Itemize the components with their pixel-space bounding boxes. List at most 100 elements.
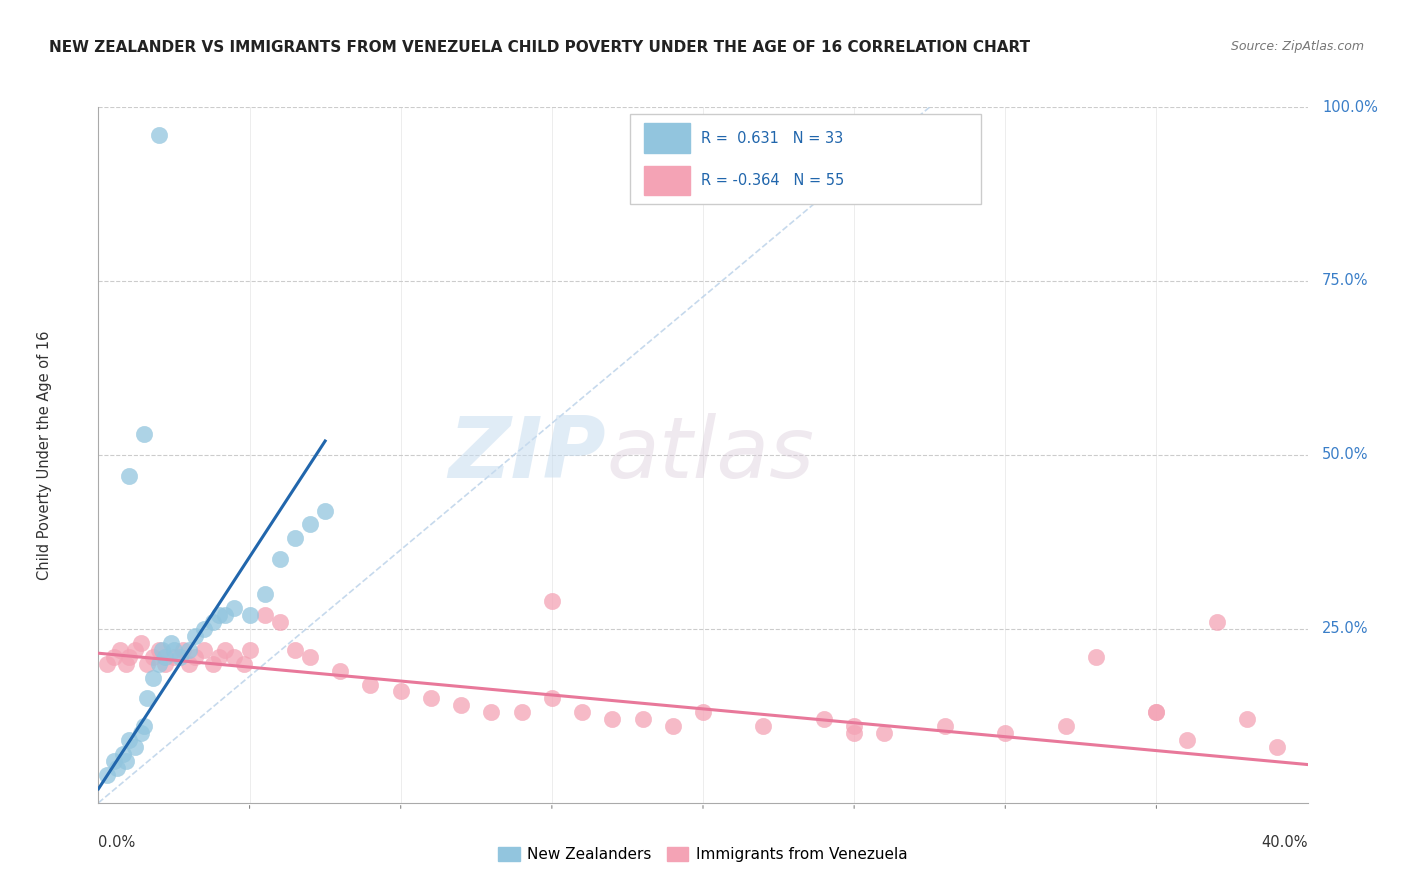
Point xyxy=(214,607,236,622)
Point xyxy=(1144,706,1167,720)
Point xyxy=(148,128,170,142)
Point xyxy=(253,587,276,601)
Point xyxy=(994,726,1017,740)
Point xyxy=(129,726,152,740)
Point xyxy=(118,733,141,747)
Point xyxy=(1054,719,1077,733)
Point xyxy=(481,706,503,720)
Point xyxy=(208,649,231,664)
Point xyxy=(150,642,173,657)
Text: 50.0%: 50.0% xyxy=(1322,448,1368,462)
Point xyxy=(184,649,207,664)
Point xyxy=(108,642,131,657)
Point xyxy=(160,636,183,650)
Point xyxy=(103,754,125,768)
Text: 25.0%: 25.0% xyxy=(1322,622,1368,636)
Point xyxy=(163,649,186,664)
Text: 100.0%: 100.0% xyxy=(1322,100,1378,114)
Text: 75.0%: 75.0% xyxy=(1322,274,1368,288)
Text: 0.0%: 0.0% xyxy=(98,836,135,850)
Point xyxy=(1175,733,1198,747)
Point xyxy=(571,706,593,720)
Point xyxy=(118,649,141,664)
Point xyxy=(540,594,562,608)
Point xyxy=(132,719,155,733)
Point xyxy=(132,427,155,442)
Point xyxy=(96,768,118,782)
Text: NEW ZEALANDER VS IMMIGRANTS FROM VENEZUELA CHILD POVERTY UNDER THE AGE OF 16 COR: NEW ZEALANDER VS IMMIGRANTS FROM VENEZUE… xyxy=(49,40,1031,55)
Point xyxy=(118,468,141,483)
Point xyxy=(142,649,165,664)
Point xyxy=(105,761,128,775)
Point xyxy=(661,719,683,733)
Point xyxy=(135,657,157,671)
Point xyxy=(934,719,956,733)
Point xyxy=(224,649,246,664)
Point xyxy=(314,503,336,517)
Point xyxy=(1206,615,1229,629)
Point xyxy=(202,615,225,629)
Point xyxy=(299,517,322,532)
Point xyxy=(1265,740,1288,755)
Point xyxy=(284,642,307,657)
Point xyxy=(208,607,231,622)
Point xyxy=(153,657,176,671)
Point xyxy=(1236,712,1258,726)
Point xyxy=(299,649,322,664)
Point xyxy=(148,642,170,657)
Point xyxy=(153,649,176,664)
Point xyxy=(114,657,136,671)
Point xyxy=(177,642,201,657)
Point xyxy=(813,712,835,726)
Point xyxy=(177,657,201,671)
Point xyxy=(1144,706,1167,720)
Point xyxy=(142,671,165,685)
Point xyxy=(631,712,654,726)
Point xyxy=(844,719,866,733)
Point xyxy=(111,747,134,761)
Point xyxy=(450,698,472,713)
Text: 40.0%: 40.0% xyxy=(1261,836,1308,850)
Point xyxy=(214,642,236,657)
Point xyxy=(360,677,382,691)
Point xyxy=(193,642,215,657)
Point xyxy=(124,740,146,755)
Point xyxy=(202,657,225,671)
Legend: New Zealanders, Immigrants from Venezuela: New Zealanders, Immigrants from Venezuel… xyxy=(492,840,914,868)
Point xyxy=(844,726,866,740)
Point xyxy=(114,754,136,768)
Point xyxy=(124,642,146,657)
Point xyxy=(752,719,775,733)
Point xyxy=(163,642,186,657)
Point xyxy=(232,657,254,671)
Text: Source: ZipAtlas.com: Source: ZipAtlas.com xyxy=(1230,40,1364,54)
Point xyxy=(269,552,291,566)
Text: atlas: atlas xyxy=(606,413,814,497)
Point xyxy=(269,615,291,629)
Point xyxy=(284,532,307,546)
Point xyxy=(135,691,157,706)
Point xyxy=(253,607,276,622)
Point xyxy=(193,622,215,636)
Point xyxy=(510,706,533,720)
Point xyxy=(419,691,441,706)
Point xyxy=(169,649,191,664)
Point xyxy=(224,601,246,615)
Point xyxy=(873,726,896,740)
Point xyxy=(184,629,207,643)
Point xyxy=(239,642,262,657)
Point xyxy=(103,649,125,664)
Text: ZIP: ZIP xyxy=(449,413,606,497)
Point xyxy=(329,664,352,678)
Point xyxy=(602,712,624,726)
Point xyxy=(148,657,170,671)
Point xyxy=(540,691,562,706)
Text: Child Poverty Under the Age of 16: Child Poverty Under the Age of 16 xyxy=(37,330,52,580)
Point xyxy=(389,684,412,698)
Point xyxy=(239,607,262,622)
Point xyxy=(96,657,118,671)
Point xyxy=(129,636,152,650)
Point xyxy=(1085,649,1108,664)
Point xyxy=(692,706,714,720)
Point xyxy=(172,642,194,657)
